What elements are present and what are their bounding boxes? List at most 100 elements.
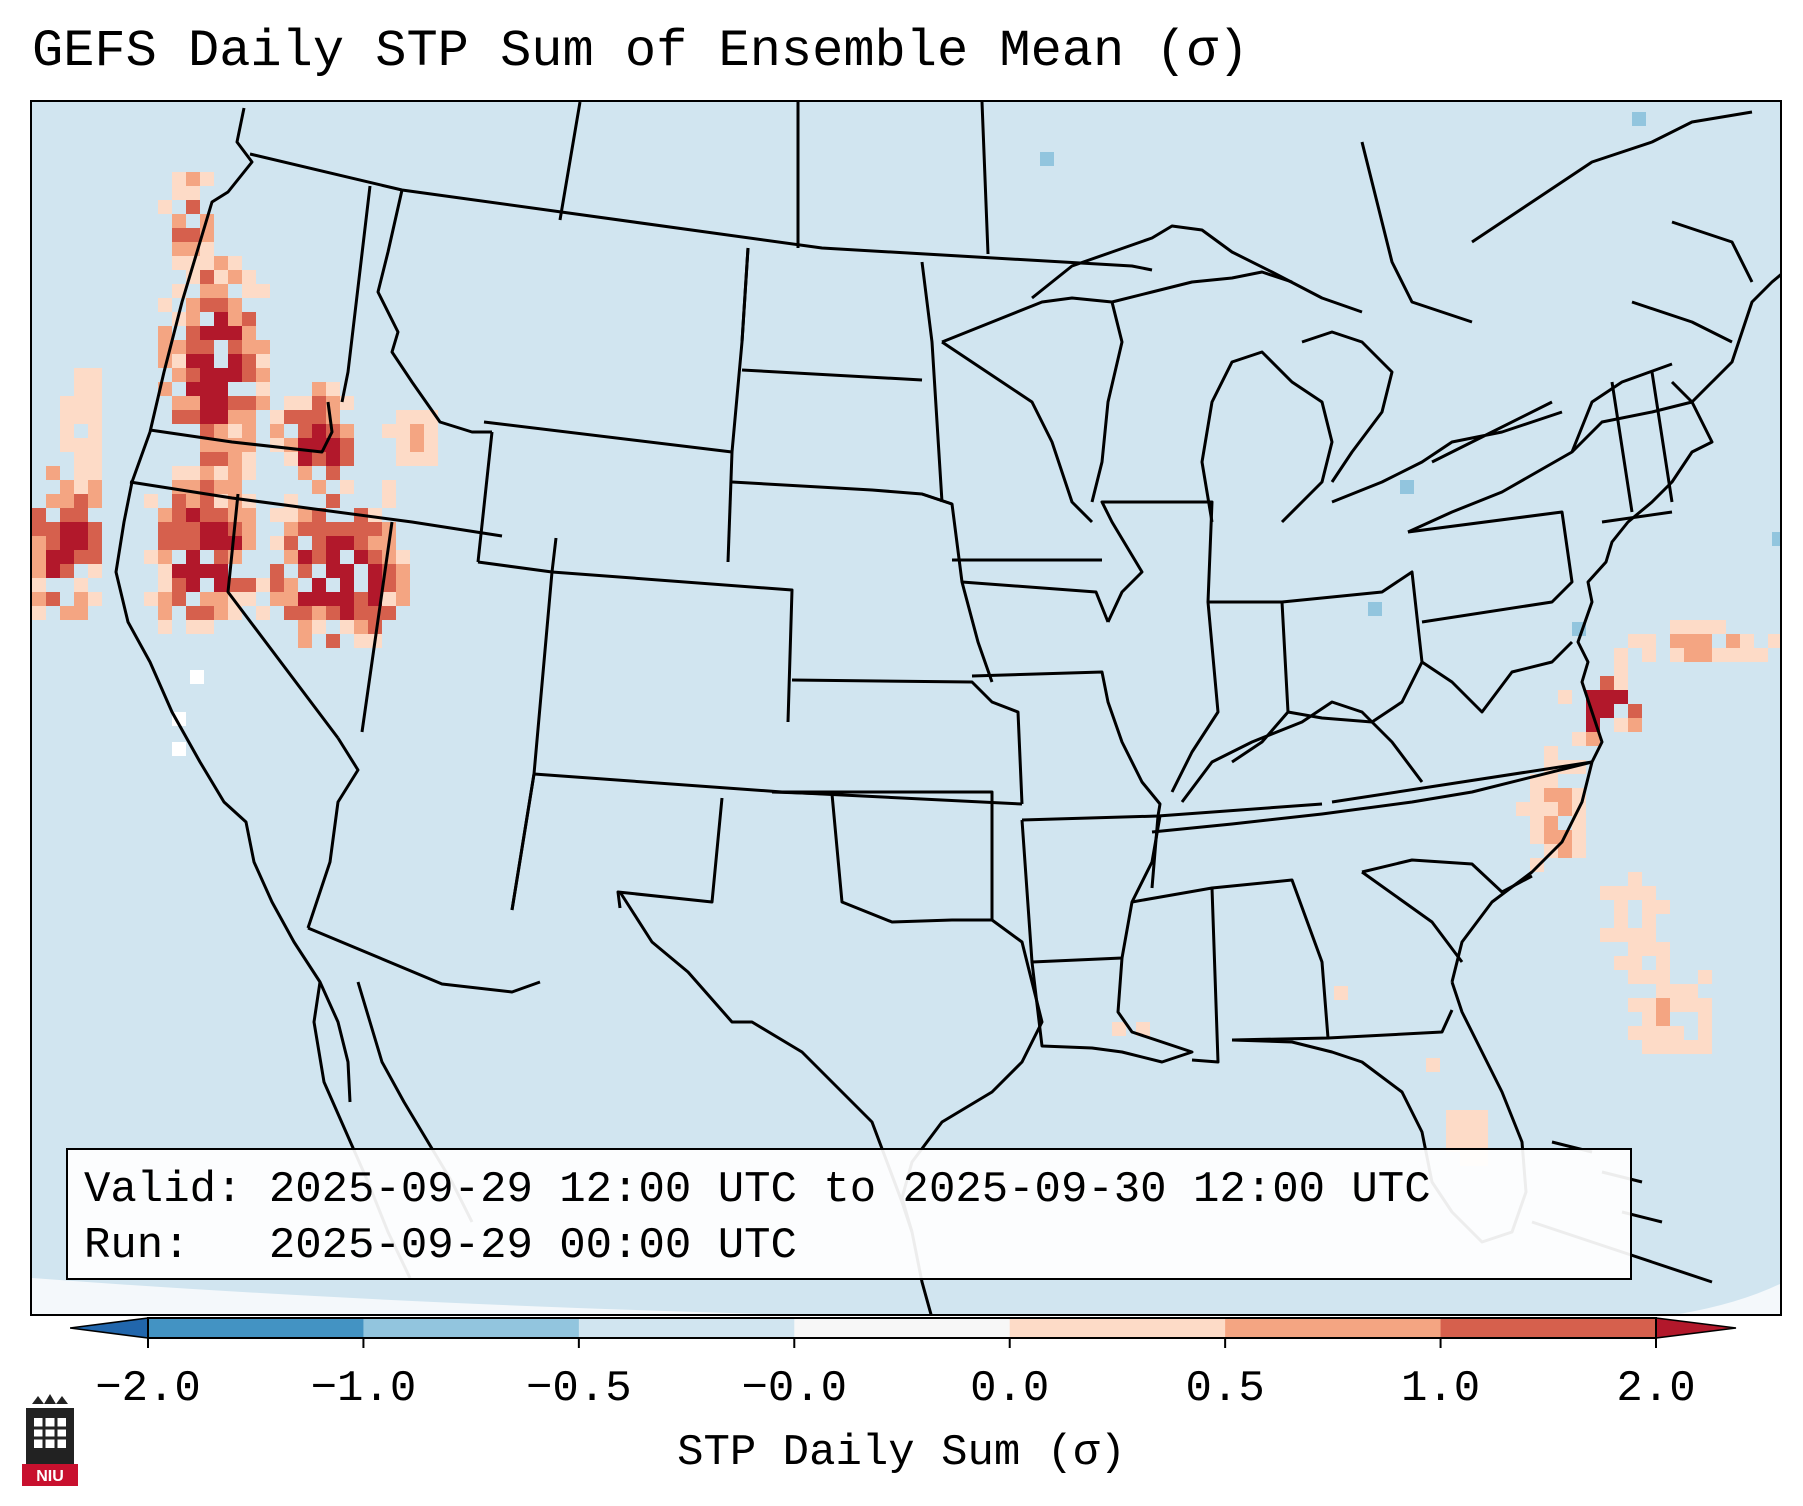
- anomaly-cell: [242, 578, 256, 592]
- anomaly-cell: [1670, 1026, 1684, 1040]
- anomaly-cell: [186, 620, 200, 634]
- anomaly-cell: [326, 522, 340, 536]
- anomaly-cell: [88, 480, 102, 494]
- wy-ne: [726, 451, 734, 563]
- nd-mn: [920, 261, 944, 503]
- anomaly-cell: [1544, 788, 1558, 802]
- anomaly-cell: [186, 172, 200, 186]
- anomaly-cell: [396, 578, 410, 592]
- anomaly-cell: [298, 522, 312, 536]
- anomaly-cell: [340, 578, 354, 592]
- colorbar-over-arrow: [1655, 1317, 1737, 1339]
- anomaly-cell: [214, 382, 228, 396]
- upper-michigan: [1111, 270, 1293, 304]
- tn-al-ga: [1150, 815, 1160, 889]
- colorbar-tick-label: 2.0: [1616, 1364, 1696, 1414]
- anomaly-cell: [144, 592, 158, 606]
- anomaly-cell: [354, 592, 368, 606]
- anomaly-cell: [256, 284, 270, 298]
- anomaly-cell: [242, 396, 256, 410]
- anomaly-cell: [1642, 634, 1656, 648]
- map-canvas: [32, 102, 1780, 1314]
- anomaly-cell: [1446, 1110, 1460, 1124]
- anomaly-cell: [242, 452, 256, 466]
- anomaly-cell: [60, 410, 74, 424]
- anomaly-cell: [60, 508, 74, 522]
- az-nm: [510, 773, 536, 911]
- anomaly-cell: [1334, 986, 1348, 1000]
- ia-mo: [961, 580, 1110, 623]
- anomaly-cell: [1656, 984, 1670, 998]
- anomaly-cell: [298, 410, 312, 424]
- anomaly-cell: [214, 592, 228, 606]
- ca-nv-border: [226, 493, 340, 739]
- anomaly-cell: [228, 368, 242, 382]
- anomaly-cell: [256, 340, 270, 354]
- canada-lines-2: [1471, 110, 1753, 244]
- anomaly-cell: [60, 438, 74, 452]
- anomaly-cell: [1656, 970, 1670, 984]
- colorbar-segment: [578, 1318, 795, 1338]
- anomaly-cell: [200, 396, 214, 410]
- anomaly-cell: [214, 410, 228, 424]
- anomaly-cell: [172, 172, 186, 186]
- anomaly-cell: [172, 522, 186, 536]
- anomaly-cell: [74, 494, 88, 508]
- anomaly-cell: [186, 606, 200, 620]
- anomaly-cell: [1426, 1058, 1440, 1072]
- ne-state-lines: [1601, 371, 1674, 524]
- anomaly-cell: [214, 522, 228, 536]
- anomaly-cell: [1614, 956, 1628, 970]
- anomaly-cell: [1572, 732, 1586, 746]
- anomaly-cell: [1642, 1012, 1656, 1026]
- anomaly-cell: [242, 536, 256, 550]
- anomaly-cell: [32, 508, 46, 522]
- anomaly-cell: [382, 592, 396, 606]
- lower-michigan: [1200, 350, 1334, 524]
- anomaly-cell: [256, 354, 270, 368]
- anomaly-cell: [312, 550, 326, 564]
- anomaly-cell: [1656, 1012, 1670, 1026]
- anomaly-cell: [242, 326, 256, 340]
- anomaly-cell: [186, 564, 200, 578]
- anomaly-cell: [214, 564, 228, 578]
- anomaly-cell: [1698, 1012, 1712, 1026]
- anomaly-cell: [228, 270, 242, 284]
- anomaly-cell: [1614, 900, 1628, 914]
- anomaly-cell: [242, 522, 256, 536]
- anomaly-cell: [1670, 1040, 1684, 1054]
- anomaly-cell: [88, 592, 102, 606]
- anomaly-cell: [88, 536, 102, 550]
- anomaly-cell: [1600, 690, 1614, 704]
- anomaly-cell: [60, 494, 74, 508]
- anomaly-cell: [298, 424, 312, 438]
- anomaly-cell: [396, 550, 410, 564]
- anomaly-cell: [312, 592, 326, 606]
- anomaly-cell: [242, 508, 256, 522]
- anomaly-cell: [284, 522, 298, 536]
- anomaly-cell: [270, 564, 284, 578]
- anomaly-cell: [1642, 914, 1656, 928]
- anomaly-cell: [1642, 1026, 1656, 1040]
- anomaly-cell: [186, 326, 200, 340]
- anomaly-cell: [186, 298, 200, 312]
- anomaly-cell: [1614, 886, 1628, 900]
- anomaly-cell: [312, 578, 326, 592]
- us-canada-border: [249, 152, 1153, 272]
- state-borders: [114, 102, 1780, 1314]
- anomaly-cell: [1670, 620, 1684, 634]
- anomaly-cell: [326, 382, 340, 396]
- anomaly-cell: [186, 508, 200, 522]
- anomaly-cell: [284, 410, 298, 424]
- anomaly-cell: [186, 228, 200, 242]
- colorbar-tick-label: 1.0: [1400, 1364, 1481, 1414]
- anomaly-cell: [1136, 1022, 1150, 1036]
- anomaly-cell: [284, 536, 298, 550]
- mt-wy-border: [483, 247, 750, 454]
- anomaly-cell: [228, 466, 242, 480]
- sc-ga: [1361, 870, 1464, 963]
- anomaly-cell: [60, 606, 74, 620]
- anomaly-cell: [1614, 718, 1628, 732]
- canada-lines: [558, 102, 1473, 324]
- anomaly-cell: [172, 396, 186, 410]
